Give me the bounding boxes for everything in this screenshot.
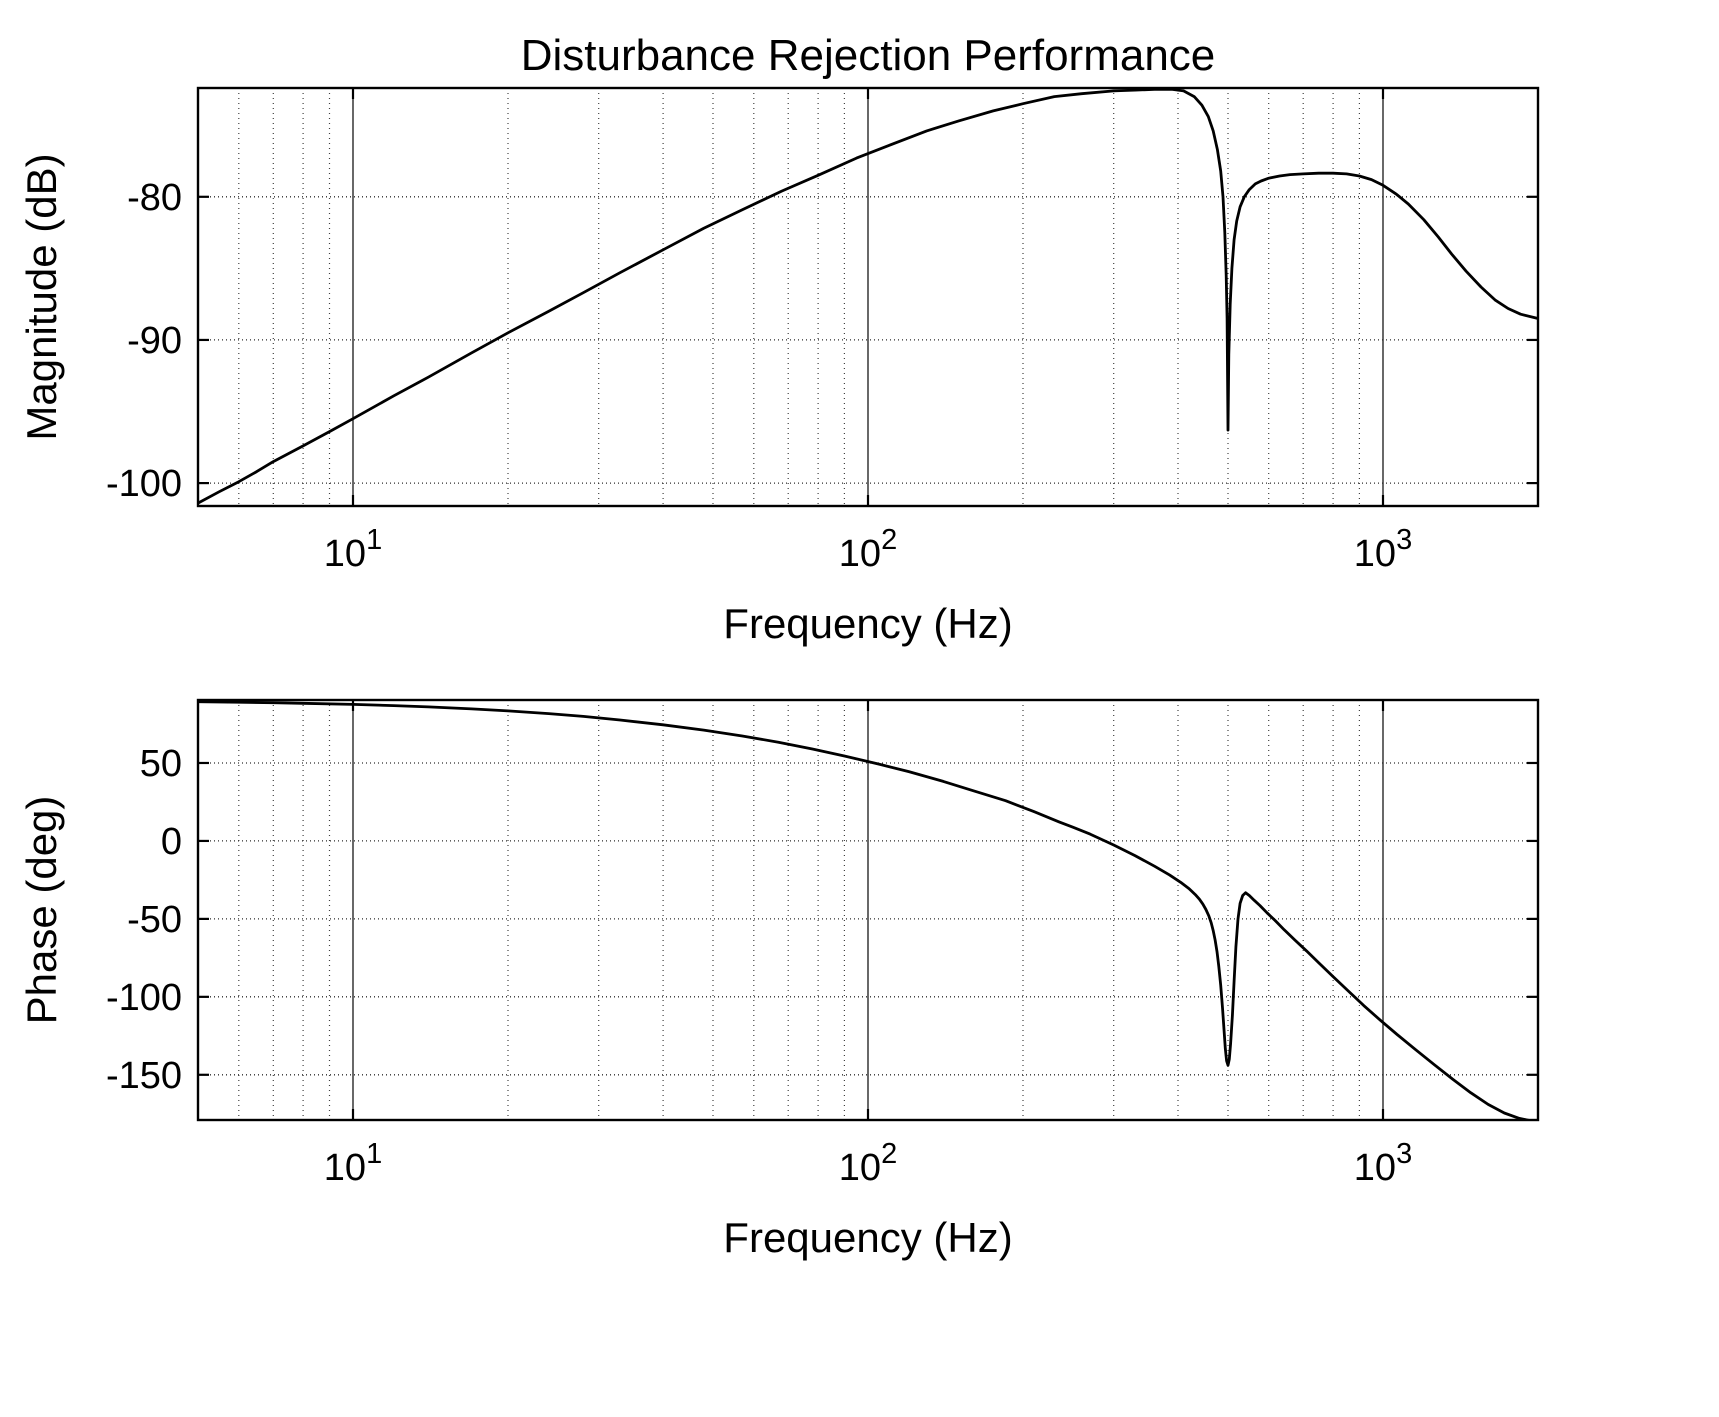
y-tick-label: -100 bbox=[106, 977, 182, 1019]
subplot-phase: 101 102 103 50 0 -50 -100 -150 Frequency (Hz) Pha… bbox=[18, 698, 1540, 1261]
y-tick-label: -150 bbox=[106, 1055, 182, 1097]
y-tick-label: -90 bbox=[127, 320, 182, 362]
y-tick-label: -80 bbox=[127, 177, 182, 219]
chart-title: Disturbance Rejection Performance bbox=[521, 31, 1216, 80]
magnitude-curve bbox=[197, 88, 1539, 505]
subplot-magnitude: 101 102 103 -100 -90 -80 Frequency (Hz) Magnitu… bbox=[18, 31, 1540, 647]
x-tick-label: 103 bbox=[1354, 1138, 1412, 1189]
y-axis-label: Phase (deg) bbox=[18, 796, 65, 1025]
x-tick-label: 102 bbox=[839, 524, 897, 575]
x-tick-label: 102 bbox=[839, 1138, 897, 1189]
x-tick-label: 101 bbox=[324, 1138, 382, 1189]
y-tick-label: 0 bbox=[161, 821, 182, 863]
y-tick-label: 50 bbox=[140, 743, 182, 785]
x-tick-label: 101 bbox=[324, 524, 382, 575]
y-axis-label: Magnitude (dB) bbox=[18, 153, 65, 440]
x-tick-label: 103 bbox=[1354, 524, 1412, 575]
y-tick-label: -100 bbox=[106, 463, 182, 505]
y-tick-label: -50 bbox=[127, 899, 182, 941]
x-axis-label: Frequency (Hz) bbox=[723, 1214, 1012, 1261]
phase-curve bbox=[197, 700, 1539, 1121]
x-axis-label: Frequency (Hz) bbox=[723, 600, 1012, 647]
